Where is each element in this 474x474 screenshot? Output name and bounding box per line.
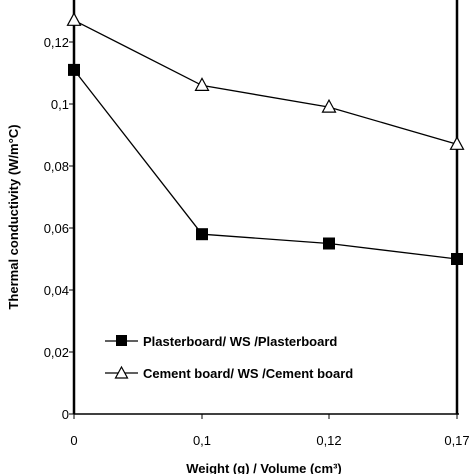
legend-label-cement: Cement board/ WS /Cement board	[143, 366, 353, 381]
legend-marker-plasterboard	[116, 335, 127, 346]
data-point-triangle	[449, 136, 465, 150]
x-tick-label: 0	[70, 433, 77, 448]
data-point-triangle	[321, 98, 337, 113]
y-tick-label: 0,08	[44, 159, 69, 174]
y-tick-label: 0,02	[44, 345, 69, 360]
legend-marker-cement	[114, 365, 129, 379]
y-axis-ticks: 0 0,02 0,04 0,06 0,08 0,1 0,12	[44, 35, 74, 422]
y-axis-title: Thermal conductivity (W/m°C)	[6, 124, 21, 309]
data-point-square	[323, 237, 335, 250]
data-point-triangle	[66, 12, 82, 26]
x-tick-label: 0,1	[193, 433, 211, 448]
y-tick-label: 0	[62, 407, 69, 422]
x-tick-label: 0,17	[444, 433, 469, 448]
x-tick-label: 0,12	[316, 433, 341, 448]
legend-label-plasterboard: Plasterboard/ WS /Plasterboard	[143, 334, 337, 349]
data-point-square	[451, 253, 463, 265]
data-point-square	[196, 228, 208, 241]
series-line-1	[73, 19, 458, 145]
y-tick-label: 0,06	[44, 221, 69, 236]
data-point-square	[68, 63, 80, 76]
data-point-triangle	[194, 77, 210, 92]
x-axis-title: Weight (g) / Volume (cm³)	[186, 461, 342, 474]
series-lines	[73, 19, 458, 260]
chart-axes	[72, 0, 459, 415]
series-markers	[66, 12, 465, 265]
series-line-0	[73, 69, 458, 260]
x-axis-ticks: 0 0,1 0,12 0,17	[70, 414, 470, 448]
y-tick-label: 0,04	[44, 283, 69, 298]
legend: Plasterboard/ WS /Plasterboard Cement bo…	[105, 334, 353, 381]
y-tick-label: 0,1	[51, 97, 69, 112]
y-tick-label: 0,12	[44, 35, 69, 50]
